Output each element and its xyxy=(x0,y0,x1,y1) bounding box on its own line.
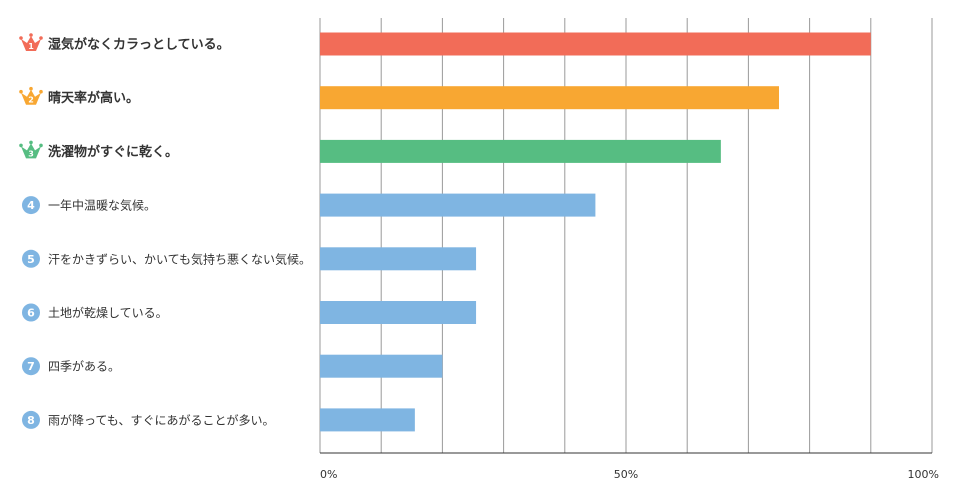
category-label: 洗濯物がすぐに乾く。 xyxy=(48,144,178,160)
bar xyxy=(320,86,779,110)
rank-number: 7 xyxy=(27,360,35,373)
grid-lines xyxy=(319,18,933,453)
bar xyxy=(320,301,477,324)
category-label: 一年中温暖な気候。 xyxy=(48,198,156,213)
crown-jewel xyxy=(39,89,43,94)
bar xyxy=(320,139,721,163)
crown-jewel xyxy=(19,36,23,40)
rank-number: 5 xyxy=(27,253,35,266)
category-label: 土地が乾燥している。 xyxy=(48,305,168,320)
category-label: 雨が降っても、すぐにあがることが多い。 xyxy=(48,412,274,427)
rank-number: 2 xyxy=(28,96,34,105)
crown-jewel xyxy=(19,143,23,148)
rank-circle-icon xyxy=(22,303,40,322)
rank-number: 3 xyxy=(28,149,34,158)
x-axis: 0% 50% 100% xyxy=(320,452,939,481)
bar xyxy=(320,408,415,432)
crown-icon xyxy=(21,89,41,105)
crown-jewel xyxy=(29,140,33,145)
x-tick-label: 50% xyxy=(614,468,638,481)
category-label: 四季がある。 xyxy=(48,359,120,374)
rank-circle-icon xyxy=(22,357,40,376)
rank-number: 8 xyxy=(27,414,35,427)
x-tick-label: 0% xyxy=(320,468,337,481)
crown-jewel xyxy=(19,89,23,94)
crown-jewel xyxy=(29,86,33,91)
x-tick-label: 100% xyxy=(908,468,939,481)
category-label: 晴天率が高い。 xyxy=(48,90,139,106)
bars xyxy=(320,32,871,432)
crown-icon xyxy=(21,36,41,51)
rank-number: 1 xyxy=(28,42,34,51)
bar xyxy=(320,354,443,378)
category-label: 汗をかきずらい、かいても気持ち悪くない気候。 xyxy=(48,251,311,266)
bar xyxy=(320,193,596,217)
rank-number: 4 xyxy=(27,199,35,212)
bar xyxy=(320,247,477,271)
crown-jewel xyxy=(39,143,43,148)
rank-circle-icon xyxy=(22,410,40,429)
crown-jewel xyxy=(29,33,33,37)
bar xyxy=(320,32,871,56)
rank-circle-icon xyxy=(22,249,40,268)
rank-circle-icon xyxy=(22,196,40,215)
category-label: 湿気がなくカラっとしている。 xyxy=(48,37,230,53)
rank-number: 6 xyxy=(27,307,35,320)
crown-icon xyxy=(21,143,41,159)
category-labels: 1 湿気がなくカラっとしている。 2 晴天率が高い。 3 洗濯物がすぐに乾く。 4 一年中温暖… xyxy=(19,33,311,429)
crown-jewel xyxy=(39,36,43,40)
